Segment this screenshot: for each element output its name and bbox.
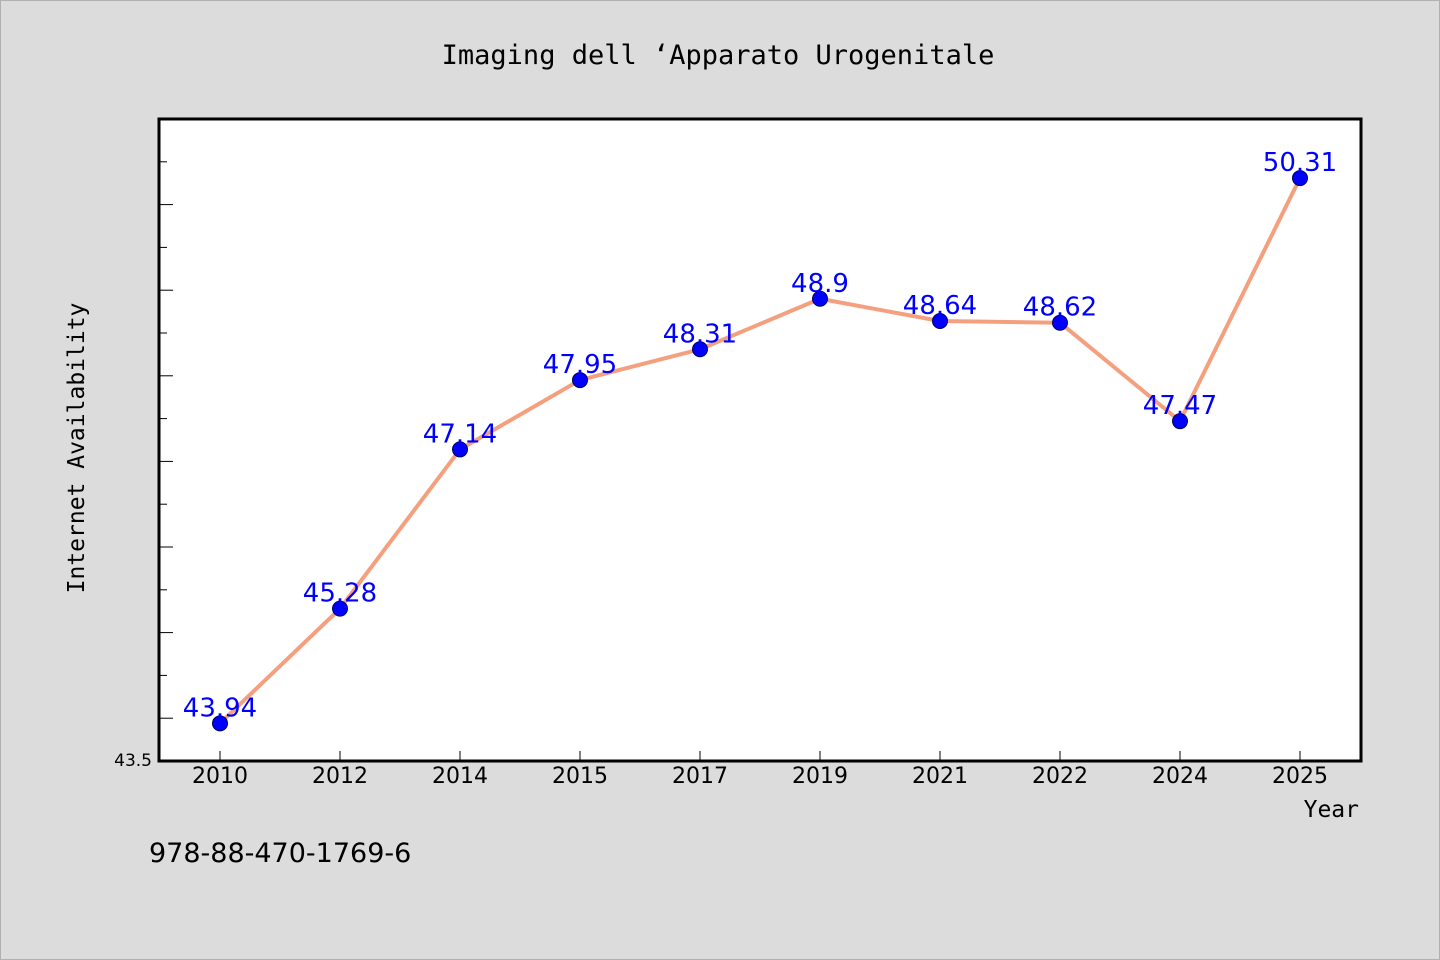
x-tick-label: 2019 [792, 764, 848, 789]
isbn-text: 978-88-470-1769-6 [149, 838, 411, 869]
y-axis-min-label: 43.5 [114, 751, 152, 771]
x-tick-label: 2021 [912, 764, 968, 789]
series-line [218, 176, 1302, 726]
y-axis-ticks [159, 161, 173, 719]
data-value-label: 47.95 [543, 350, 617, 380]
data-value-label: 47.14 [423, 419, 497, 449]
data-value-label: 48.62 [1023, 293, 1097, 323]
x-tick-label: 2017 [672, 764, 728, 789]
data-point-marker [1292, 170, 1308, 187]
chart-title: Imaging dell ‘Apparato Urogenitale [442, 40, 995, 71]
data-point-marker [452, 441, 468, 458]
plot-area [157, 117, 1363, 763]
data-point-marker [572, 372, 588, 389]
data-point-marker [1172, 413, 1188, 430]
data-point-marker [212, 715, 228, 732]
x-tick-label: 2010 [192, 764, 248, 789]
x-tick-label: 2024 [1152, 764, 1208, 789]
data-value-label: 45.28 [303, 579, 377, 609]
x-axis-label: Year [1304, 797, 1359, 823]
x-tick-label: 2025 [1272, 764, 1328, 789]
x-tick-label: 2015 [552, 764, 608, 789]
data-point-marker [332, 600, 348, 617]
series-markers [212, 170, 1308, 732]
x-tick-label: 2012 [312, 764, 368, 789]
y-axis-label: Internet Availability [64, 303, 90, 594]
data-value-label: 48.9 [791, 269, 849, 299]
data-value-label: 48.31 [663, 319, 737, 349]
data-value-label: 43.94 [183, 693, 257, 723]
data-value-label: 50.31 [1263, 148, 1337, 178]
data-point-marker [812, 290, 828, 307]
x-axis-tick-labels: 2010 2012 2014 2015 2017 2019 2021 2022 2024 2025 [192, 751, 1328, 789]
x-tick-label: 2014 [432, 764, 488, 789]
data-value-label: 47.47 [1143, 391, 1217, 421]
data-point-marker [692, 341, 708, 358]
x-tick-label: 2022 [1032, 764, 1088, 789]
data-labels: 43.94 45.28 47.14 47.95 48.31 48.9 48.64 48.62 4… [183, 148, 1337, 723]
data-value-label: 48.64 [903, 291, 977, 321]
data-point-marker [932, 313, 948, 330]
data-point-marker [1052, 314, 1068, 331]
